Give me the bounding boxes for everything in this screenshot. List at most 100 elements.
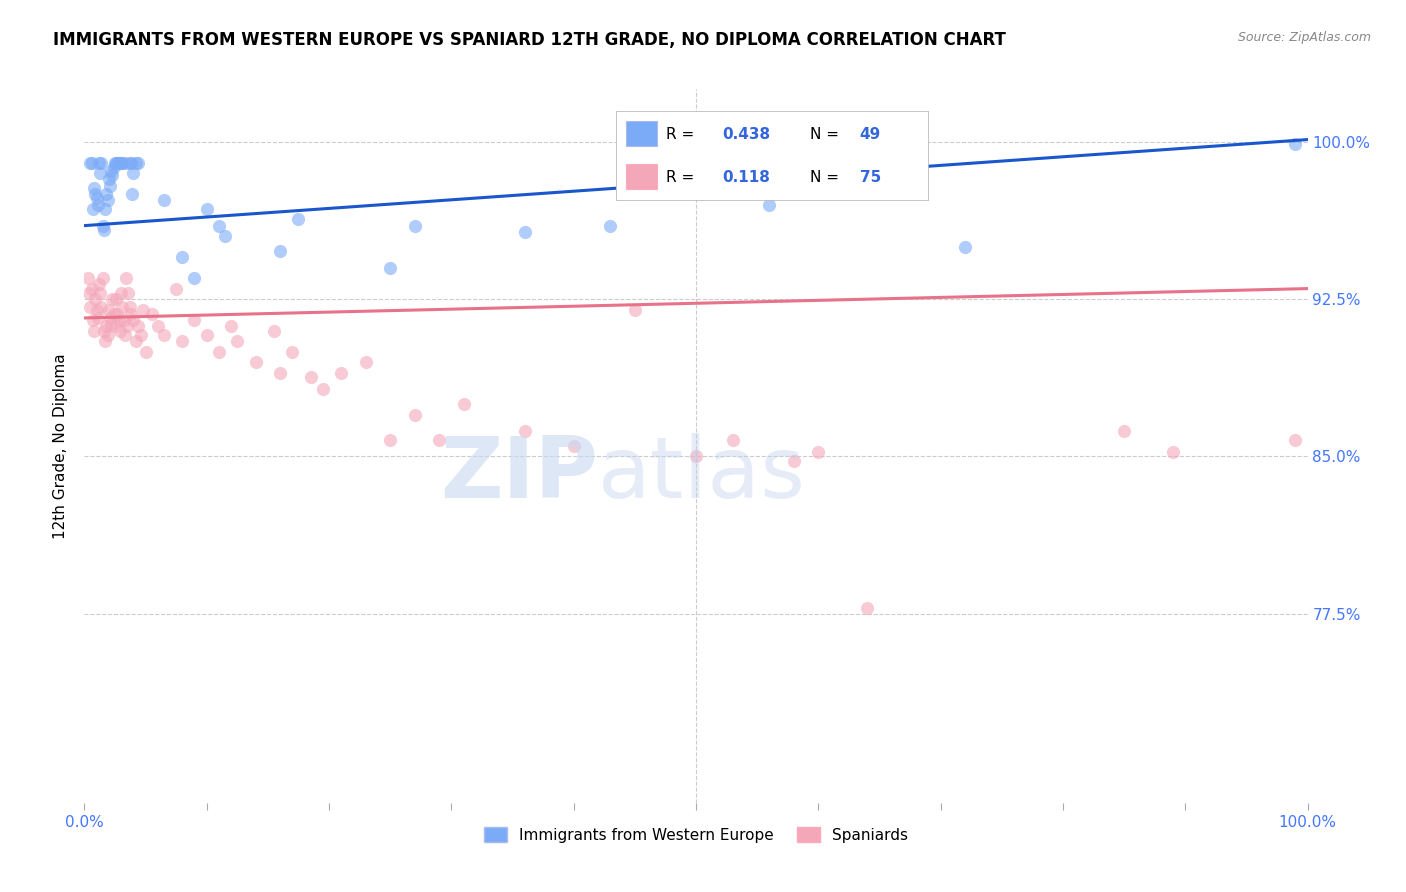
Point [153, 194, 176, 208]
Point [120, 155, 142, 169]
Point [183, 271, 205, 285]
Point [121, 187, 143, 202]
Point [114, 155, 136, 169]
Point [98, 178, 121, 193]
Point [624, 302, 647, 317]
Point [91, 219, 114, 233]
Point [96, 319, 118, 334]
Point [108, 155, 131, 169]
Point [281, 344, 304, 359]
Point [97, 172, 120, 186]
Point [83, 324, 105, 338]
Point [165, 282, 187, 296]
Point [287, 212, 309, 227]
Point [93, 324, 115, 338]
Point [86, 191, 108, 205]
Point [104, 155, 127, 169]
Point [354, 355, 377, 369]
Point [118, 155, 141, 169]
Point [380, 260, 402, 275]
Point [135, 344, 157, 359]
Point [87, 155, 110, 169]
Point [94, 334, 117, 348]
Point [214, 229, 236, 244]
Point [208, 219, 231, 233]
Point [299, 369, 322, 384]
Point [80, 282, 103, 296]
Point [141, 307, 163, 321]
Point [111, 155, 134, 169]
Text: ZIP: ZIP [440, 433, 598, 516]
Point [100, 318, 122, 332]
Point [120, 307, 142, 321]
Point [183, 313, 205, 327]
Point [101, 292, 124, 306]
Point [807, 445, 830, 459]
Point [105, 155, 128, 169]
Point [380, 433, 402, 447]
Point [599, 219, 621, 233]
Point [404, 219, 426, 233]
Point [125, 155, 148, 169]
Legend: Immigrants from Western Europe, Spaniards: Immigrants from Western Europe, Spaniard… [478, 821, 914, 848]
Point [125, 334, 148, 348]
Point [100, 164, 122, 178]
Point [118, 301, 141, 315]
Point [77, 271, 100, 285]
Point [427, 433, 450, 447]
Point [107, 155, 129, 169]
Point [263, 324, 285, 338]
Point [108, 324, 131, 338]
Point [110, 155, 132, 169]
Point [103, 307, 125, 321]
Point [117, 285, 139, 300]
Point [80, 155, 103, 169]
Y-axis label: 12th Grade, No Diploma: 12th Grade, No Diploma [53, 353, 69, 539]
Point [94, 202, 117, 216]
Point [83, 181, 105, 195]
Point [953, 239, 976, 253]
Point [77, 285, 100, 300]
Point [105, 155, 128, 169]
Point [758, 197, 780, 211]
Point [226, 334, 249, 348]
Point [129, 327, 152, 342]
Point [856, 600, 879, 615]
Point [86, 302, 108, 317]
Point [783, 453, 806, 467]
Point [89, 166, 111, 180]
Point [172, 334, 194, 348]
Point [146, 319, 169, 334]
Point [101, 168, 124, 182]
Point [110, 285, 132, 300]
Point [112, 313, 135, 327]
Point [172, 250, 194, 264]
Point [97, 327, 120, 342]
Point [97, 302, 120, 317]
Point [127, 319, 149, 334]
Point [90, 301, 112, 315]
Point [122, 313, 145, 327]
Point [115, 271, 138, 285]
Point [90, 155, 112, 169]
Point [562, 439, 585, 453]
Point [312, 382, 335, 396]
Point [1161, 445, 1184, 459]
Point [84, 187, 107, 202]
Text: atlas: atlas [598, 433, 806, 516]
Point [685, 450, 707, 464]
Text: IMMIGRANTS FROM WESTERN EUROPE VS SPANIARD 12TH GRADE, NO DIPLOMA CORRELATION CH: IMMIGRANTS FROM WESTERN EUROPE VS SPANIA… [53, 31, 1007, 49]
Point [1284, 136, 1306, 151]
Point [404, 408, 426, 422]
Point [96, 187, 118, 202]
Point [115, 319, 138, 334]
Point [107, 313, 129, 327]
Point [91, 271, 114, 285]
Point [82, 202, 104, 216]
Point [111, 301, 134, 315]
Point [513, 225, 536, 239]
Text: Source: ZipAtlas.com: Source: ZipAtlas.com [1237, 31, 1371, 45]
Point [79, 155, 101, 169]
Point [114, 327, 136, 342]
Point [103, 160, 125, 174]
